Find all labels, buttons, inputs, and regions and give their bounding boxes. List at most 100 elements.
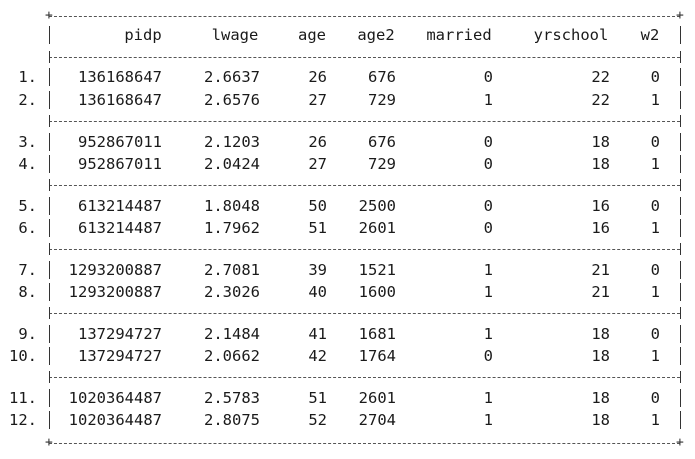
cell-age2: 729 [368,155,396,173]
cell-w2: 0 [650,68,660,86]
column-header-yrschool: yrschool [533,26,609,44]
cell-age: 27 [308,155,327,173]
cell-w2: 0 [650,133,660,151]
group-separator [49,313,680,314]
right-border [680,197,681,215]
column-header-age: age [298,26,326,44]
cell-married: 0 [483,155,493,173]
header-separator [49,57,680,58]
left-border [49,197,50,215]
cell-age: 51 [308,389,327,407]
cell-married: 1 [483,283,493,301]
cell-pidp: 613214487 [78,197,162,215]
left-border [49,155,50,173]
left-border [49,26,50,44]
cell-married: 0 [483,219,493,237]
right-border [680,91,681,109]
cell-lwage: 2.1484 [204,325,260,343]
corner-plus-top-right: + [676,8,684,23]
cell-pidp: 952867011 [78,133,162,151]
right-border [680,389,681,407]
column-header-married: married [426,26,492,44]
cell-lwage: 2.6637 [204,68,260,86]
table-bottom-border [49,443,680,444]
group-separator [49,249,680,250]
row-obs-number: 3. [18,133,37,151]
cell-lwage: 2.3026 [204,283,260,301]
row-obs-number: 5. [18,197,37,215]
left-border [49,243,50,255]
cell-married: 0 [483,68,493,86]
right-border [680,411,681,429]
left-border [49,68,50,86]
left-border [49,307,50,319]
right-border [680,155,681,173]
group-separator [49,377,680,378]
row-obs-number: 4. [18,155,37,173]
cell-married: 0 [483,197,493,215]
left-border [49,91,50,109]
cell-pidp: 1293200887 [68,261,162,279]
right-border [680,26,681,44]
cell-pidp: 136168647 [78,68,162,86]
cell-age2: 1681 [358,325,396,343]
right-border [680,347,681,365]
cell-yrschool: 16 [591,219,610,237]
left-border [49,133,50,151]
cell-pidp: 613214487 [78,219,162,237]
row-obs-number: 1. [18,68,37,86]
corner-plus-bottom-right: + [676,435,684,450]
cell-lwage: 2.8075 [204,411,260,429]
right-border [680,179,681,191]
row-obs-number: 2. [18,91,37,109]
cell-pidp: 1293200887 [68,283,162,301]
left-border [49,261,50,279]
cell-age2: 2601 [358,389,396,407]
right-border [680,307,681,319]
cell-age: 26 [308,133,327,151]
cell-age2: 2500 [358,197,396,215]
cell-age: 50 [308,197,327,215]
right-border [680,325,681,343]
cell-married: 1 [483,389,493,407]
cell-age: 41 [308,325,327,343]
cell-w2: 0 [650,389,660,407]
cell-married: 1 [483,261,493,279]
cell-age: 42 [308,347,327,365]
cell-w2: 0 [650,261,660,279]
table-top-border [49,16,680,17]
left-border [49,115,50,127]
cell-yrschool: 21 [591,261,610,279]
cell-age2: 2601 [358,219,396,237]
cell-pidp: 136168647 [78,91,162,109]
cell-yrschool: 18 [591,325,610,343]
cell-lwage: 2.5783 [204,389,260,407]
column-header-age2: age2 [357,26,395,44]
row-obs-number: 7. [18,261,37,279]
column-header-lwage: lwage [211,26,259,44]
left-border [49,389,50,407]
cell-lwage: 1.8048 [204,197,260,215]
right-border [680,68,681,86]
cell-yrschool: 18 [591,347,610,365]
right-border [680,115,681,127]
cell-age2: 2704 [358,411,396,429]
cell-w2: 1 [650,283,660,301]
right-border [680,219,681,237]
cell-age: 40 [308,283,327,301]
right-border [680,51,681,63]
cell-married: 1 [483,91,493,109]
row-obs-number: 8. [18,283,37,301]
cell-yrschool: 18 [591,133,610,151]
cell-pidp: 1020364487 [68,411,162,429]
corner-plus-top-left: + [45,8,53,23]
right-border [680,371,681,383]
cell-married: 1 [483,411,493,429]
left-border [49,411,50,429]
left-border [49,219,50,237]
cell-age2: 676 [368,68,396,86]
cell-age: 39 [308,261,327,279]
row-obs-number: 9. [18,325,37,343]
cell-yrschool: 21 [591,283,610,301]
